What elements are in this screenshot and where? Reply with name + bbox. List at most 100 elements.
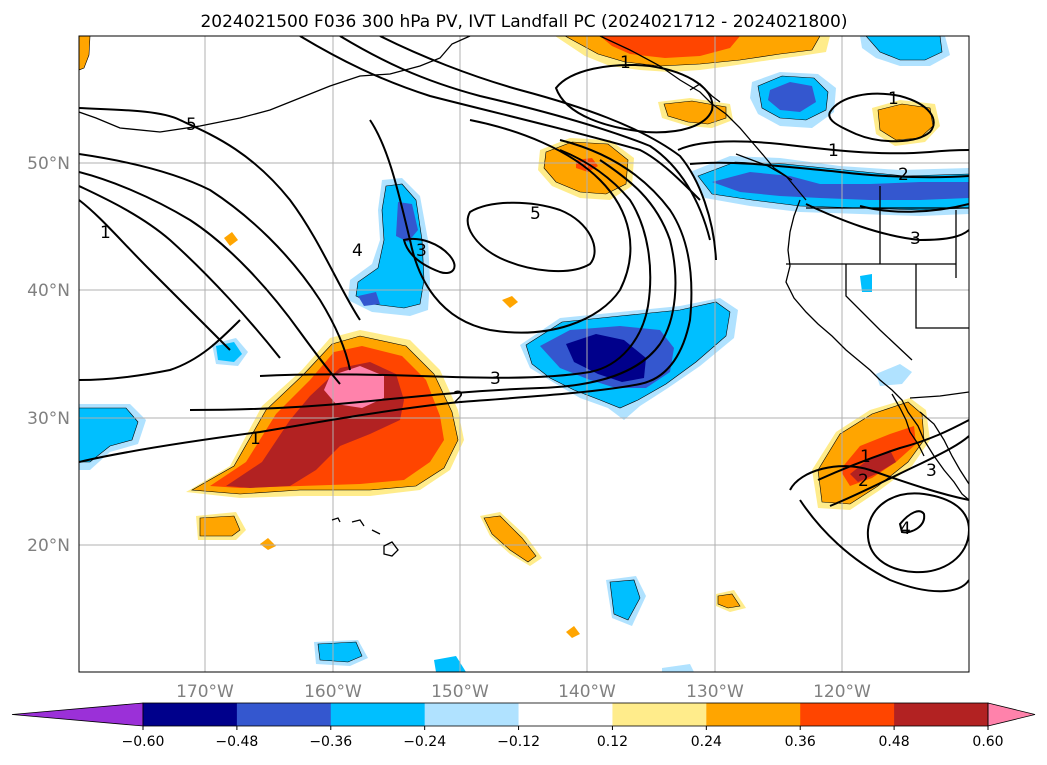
contour-3-south [259,149,652,379]
contour-label-3-south: 3 [490,369,501,389]
colorbar-extend-high [987,702,1036,727]
anomaly-shading [79,36,969,672]
colorbar-cell [424,703,520,726]
lat-label-30n: 30°N [27,409,70,429]
contour-label-1-ne: 1 [888,89,899,109]
anomaly-negative-south-2-core [317,641,363,663]
anomaly-negative-south-1-core [609,579,641,621]
contour-label-3-small: 3 [416,241,427,261]
anomaly-negative-small-west-core [216,342,242,362]
contour-sw-1 [817,419,969,481]
contour-label-1-baja: 1 [860,447,871,467]
contour-west-5 [79,199,231,351]
colorbar-level-label: −0.48 [215,734,258,750]
contour-label-2-east: 2 [898,165,909,185]
contour-1-south [79,139,693,463]
anomaly-negative-central-strong-small [358,292,380,306]
colorbar-level-label: −0.24 [403,734,446,750]
contour-west-2 [79,153,351,371]
anomaly-positive-nw-corner [79,36,91,71]
anomaly-positive-bc-core [663,100,727,125]
colorbar-cell [612,703,707,726]
border-interior [879,186,957,278]
lat-label-50n: 50°N [27,154,70,174]
anomaly-dot-3 [260,538,276,550]
contour-labels: 1 2 3 4 5 3 5 1 1 1 1 2 3 1 2 3 4 [100,53,937,539]
anomaly-negative-south-4 [662,664,694,672]
contour-label-5-west: 5 [186,115,197,135]
contour-label-5-loop: 5 [530,204,541,224]
border-state-3 [845,264,913,361]
anomaly-negative-california [876,364,912,386]
contour-label-4-baja: 4 [900,519,911,539]
contour-sw-loop [866,492,969,574]
contour-2-east [689,161,969,179]
contour-sw-3 [789,465,969,501]
hawaii-islands [331,517,399,557]
map-panel: 1 2 3 4 5 3 5 1 1 1 1 2 3 1 2 3 4 [79,36,969,672]
contour-sw-4 [799,499,969,593]
lat-tick-labels: 50°N 40°N 30°N 20°N [27,154,70,556]
anomaly-negative-pnw-strong [712,172,969,200]
contour-2-south [189,159,677,411]
anomaly-positive-baja-max [850,450,896,482]
anomaly-dot-4 [566,626,580,638]
colorbar-level-label: 0.48 [879,734,910,750]
colorbar-cell [330,703,426,726]
anomaly-negative-central-strong [396,202,418,242]
contour-label-3-east: 3 [910,229,921,249]
contour-3-east [805,203,969,242]
contour-label-1-east: 1 [828,141,839,161]
colorbar-cell [143,703,238,726]
colorbar-cells [11,702,1036,727]
contour-ne-loop [828,92,935,143]
anomaly-negative-ne-core [865,36,943,61]
contour-west-1 [79,107,361,321]
contour-sw-inner [898,510,926,534]
contour-gulf-loop [554,63,714,134]
contour-label-2-baja: 2 [858,471,869,491]
colorbar-level-label: −0.60 [122,734,165,750]
contour-upper-1 [299,36,701,201]
contour-label-1-gulf: 1 [620,53,631,73]
colorbar-cell [706,703,801,726]
anomaly-dot-2 [502,296,518,308]
contour-west-6 [79,319,241,381]
anomaly-positive-rockies-core [877,103,934,141]
border-state-2 [915,264,969,329]
colorbar-level-label: 0.60 [972,734,1003,750]
colorbar-level-label: 0.36 [785,734,816,750]
colorbar-cell [236,703,332,726]
pv-contours [79,36,969,593]
contour-label-2-south: 2 [453,388,464,408]
contour-upper-2 [339,36,711,241]
lon-tick-labels: 170°W 160°W 150°W 140°W 130°W 120°W [176,682,871,702]
anomaly-positive-south-small-core [717,593,741,609]
lat-label-40n: 40°N [27,281,70,301]
colorbar-extend-low [11,702,144,727]
border-us-mexico [909,391,969,399]
lon-label-140w: 140°W [558,682,616,702]
anomaly-positive-hawaii-west-core [199,515,241,537]
contour-label-3-baja: 3 [926,461,937,481]
anomaly-negative-south-3 [434,656,466,672]
lat-label-20n: 20°N [27,536,70,556]
contour-1-east [677,140,969,155]
colorbar-level-label: −0.36 [309,734,352,750]
lon-label-170w: 170°W [176,682,234,702]
lon-label-130w: 130°W [686,682,744,702]
contour-label-1-west: 1 [100,223,111,243]
mexico-mainland [919,411,969,485]
baja-peninsula [891,393,925,457]
colorbar-level-label: −0.12 [497,734,540,750]
contour-sw-2 [829,435,969,507]
anomaly-positive-subtropical-peak [324,366,384,408]
figure-title: 2024021500 F036 300 hPa PV, IVT Landfall… [200,12,847,32]
map-frame [78,35,970,673]
contour-upper-3 [379,36,717,261]
contour-4-loop [369,119,632,334]
anomaly-positive-hawaii-east-core [483,515,537,563]
contour-3-small-loop [402,238,456,274]
colorbar-labels: −0.60 −0.48 −0.36 −0.24 −0.12 0.12 0.24 0.36 0.4… [122,726,1004,750]
